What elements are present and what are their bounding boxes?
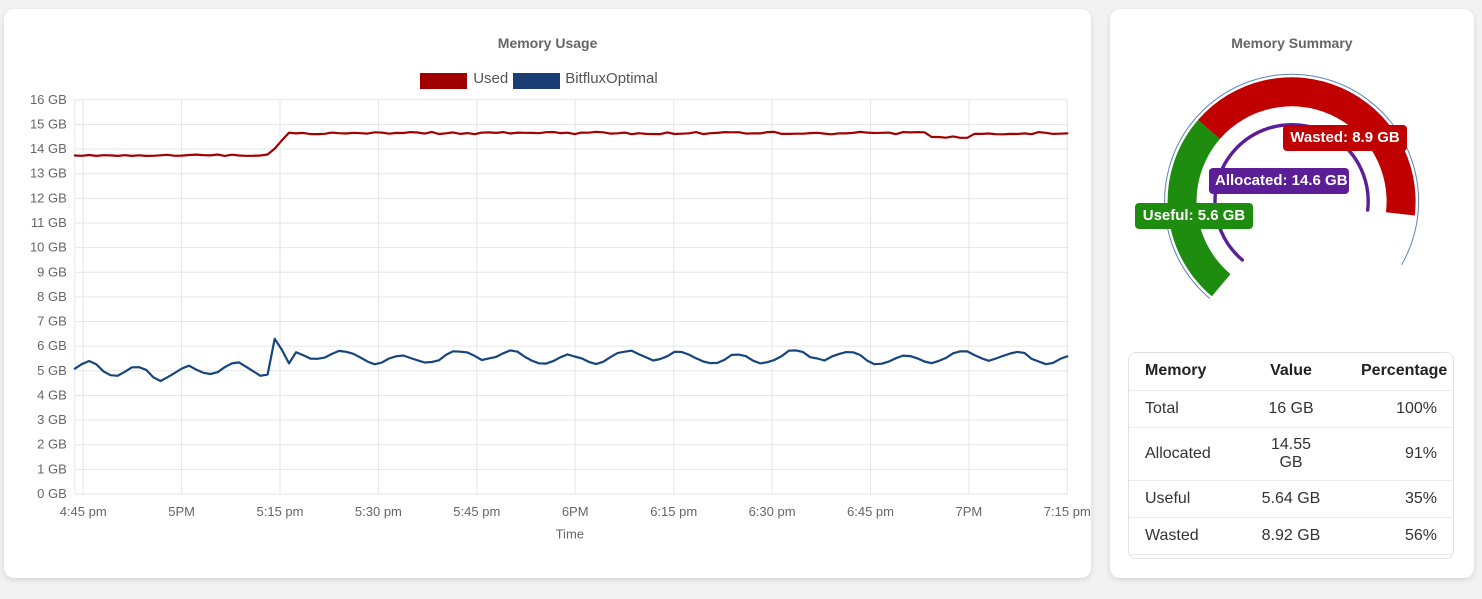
svg-text:0 GB: 0 GB xyxy=(37,486,67,501)
svg-text:6PM: 6PM xyxy=(562,504,589,519)
svg-text:9 GB: 9 GB xyxy=(37,264,67,279)
svg-text:13 GB: 13 GB xyxy=(30,165,67,180)
svg-text:5:45 pm: 5:45 pm xyxy=(453,504,500,519)
svg-text:6:30 pm: 6:30 pm xyxy=(749,504,796,519)
svg-text:6 GB: 6 GB xyxy=(37,338,67,353)
svg-text:5PM: 5PM xyxy=(168,504,195,519)
svg-text:15 GB: 15 GB xyxy=(30,116,67,131)
svg-text:5 GB: 5 GB xyxy=(37,362,67,377)
svg-text:16 GB: 16 GB xyxy=(30,91,67,106)
svg-text:7:15 pm: 7:15 pm xyxy=(1044,504,1091,519)
svg-text:4:45 pm: 4:45 pm xyxy=(60,504,107,519)
svg-text:6:15 pm: 6:15 pm xyxy=(650,504,697,519)
svg-text:5:15 pm: 5:15 pm xyxy=(257,504,304,519)
svg-text:2 GB: 2 GB xyxy=(37,436,67,451)
svg-text:7 GB: 7 GB xyxy=(37,313,67,328)
svg-text:10 GB: 10 GB xyxy=(30,239,67,254)
svg-text:6:45 pm: 6:45 pm xyxy=(847,504,894,519)
svg-text:Time: Time xyxy=(556,526,584,541)
svg-text:3 GB: 3 GB xyxy=(37,412,67,427)
svg-text:8 GB: 8 GB xyxy=(37,289,67,304)
svg-text:1 GB: 1 GB xyxy=(37,461,67,476)
svg-text:12 GB: 12 GB xyxy=(30,190,67,205)
svg-text:4 GB: 4 GB xyxy=(37,387,67,402)
svg-text:5:30 pm: 5:30 pm xyxy=(355,504,402,519)
svg-text:7PM: 7PM xyxy=(956,504,983,519)
svg-text:11 GB: 11 GB xyxy=(31,215,67,230)
svg-text:14 GB: 14 GB xyxy=(30,141,67,156)
